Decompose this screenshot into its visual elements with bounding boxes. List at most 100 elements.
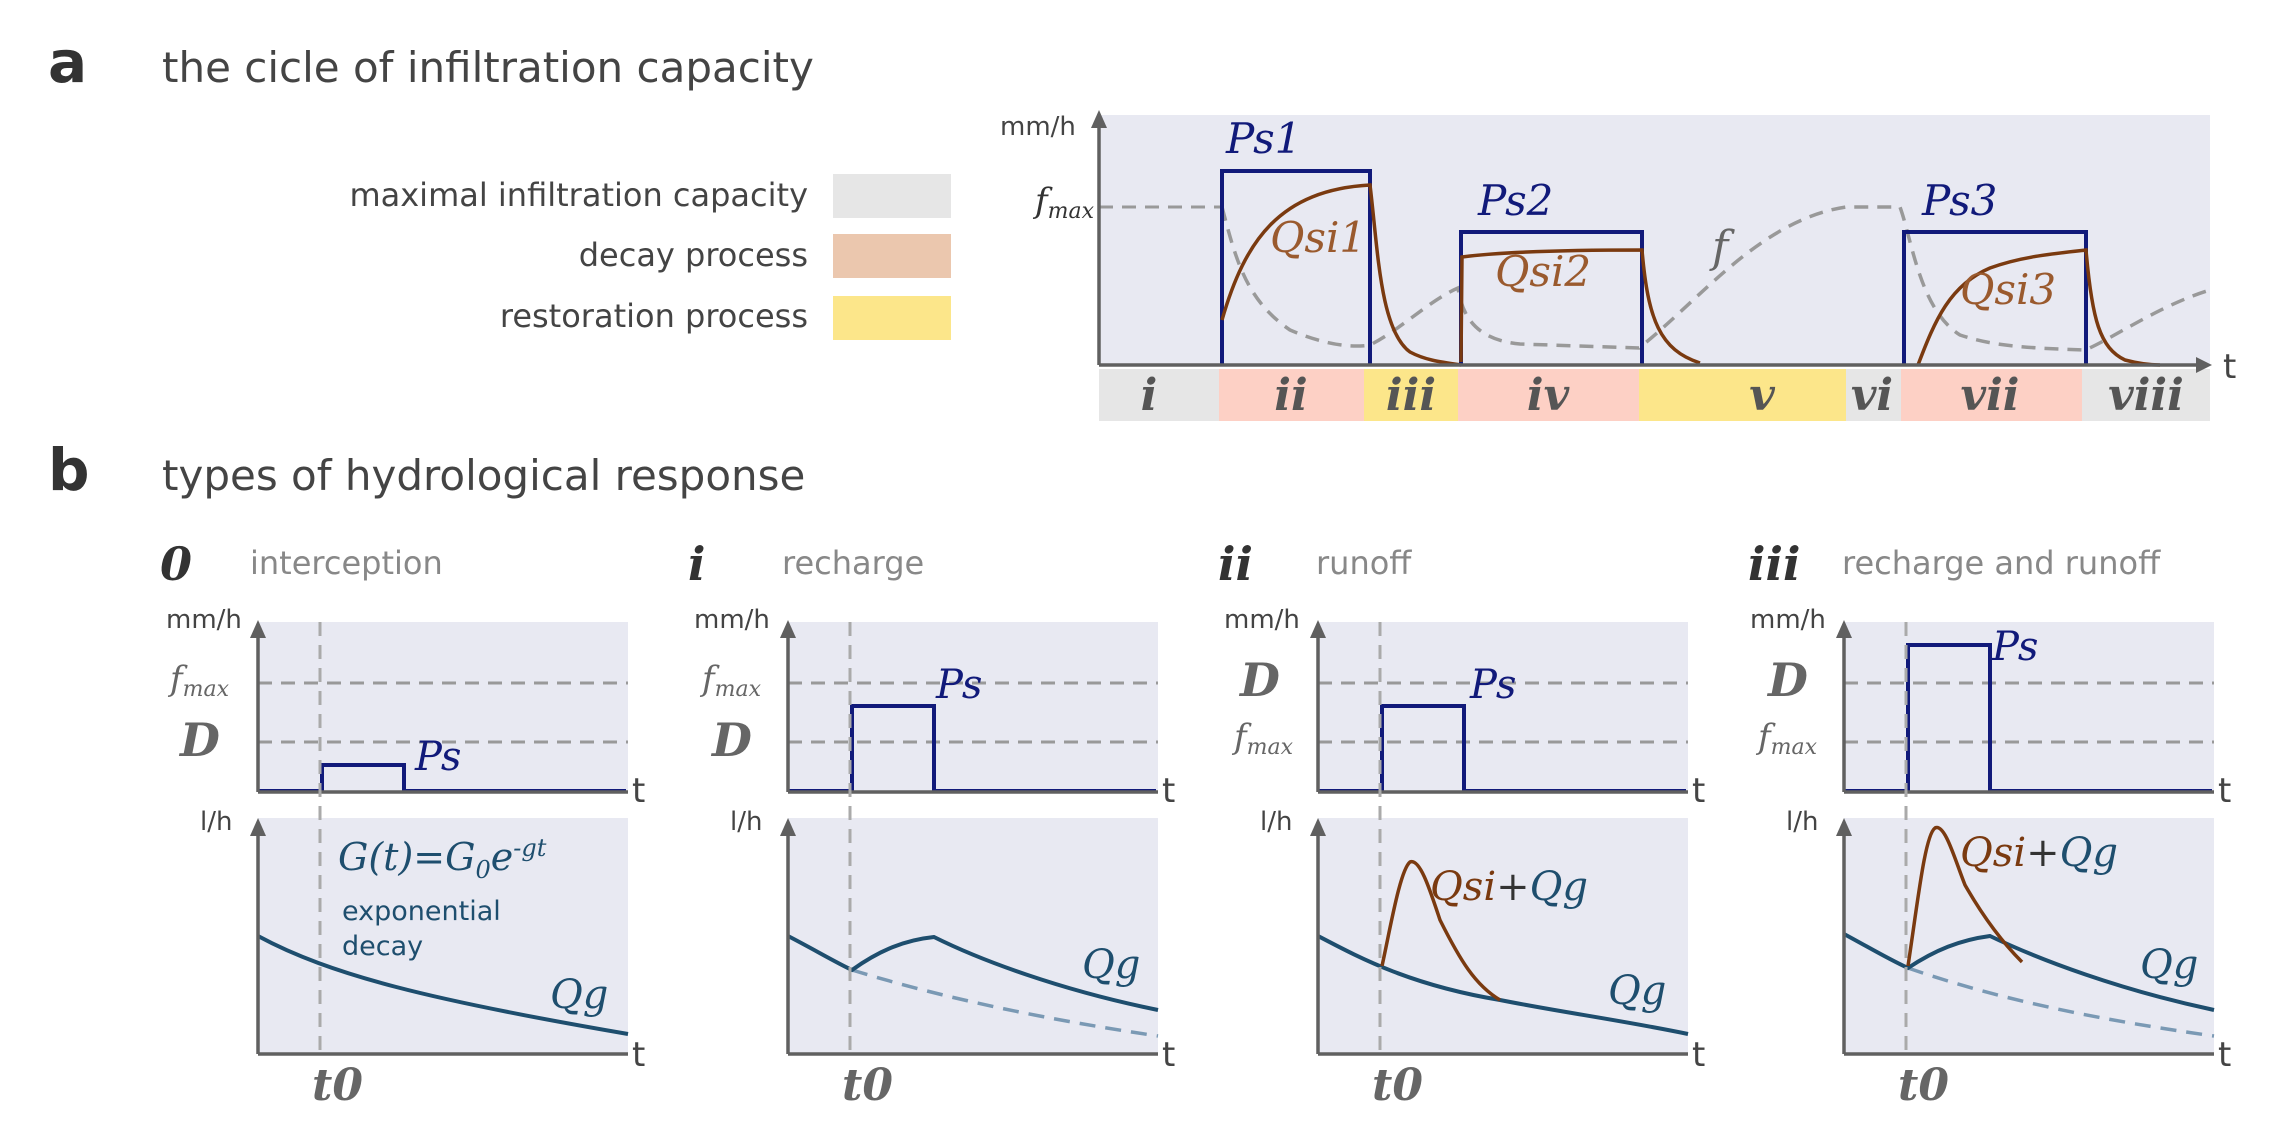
subpanel-i-ps-label: Ps <box>935 662 982 708</box>
subpanel-iii-t0-label: t0 <box>1898 1060 1949 1111</box>
segment-i <box>1099 369 1219 421</box>
legend-label-max: maximal infiltration capacity <box>349 176 808 214</box>
ps1-label: Ps1 <box>1225 114 1301 163</box>
qsi2-label: Qsi2 <box>1495 247 1591 296</box>
subpanel-iii-fmax-label: fmax <box>1755 717 1818 760</box>
ps3-label: Ps3 <box>1921 176 1997 225</box>
qsi2-curve <box>1459 248 1701 365</box>
segment-v <box>1639 369 1846 421</box>
f-capacity-curve <box>1220 205 2211 352</box>
subpanel-ii-ps-label: Ps <box>1469 662 1516 708</box>
segment-label-iv: iv <box>1527 370 1570 421</box>
subpanel-i: i recharge mm/h t fmax D Ps l/h t Qg t0 <box>688 537 1175 1111</box>
segment-vii <box>1901 369 2082 421</box>
subpanel-0-top-unit: mm/h <box>166 605 242 635</box>
legend: maximal infiltration capacity decay proc… <box>349 174 951 340</box>
subpanel-iii-bottom-unit: l/h <box>1786 807 1818 837</box>
subpanel-ii-qsi-qg-label: Qsi+Qg <box>1430 864 1588 910</box>
subpanel-ii-title: runoff <box>1316 544 1412 582</box>
subpanel-0-qg-curve <box>257 934 629 1036</box>
panel-a-x-label: t <box>2223 347 2236 387</box>
segment-vi <box>1846 369 1901 421</box>
panel-b-title: types of hydrological response <box>162 451 805 500</box>
subpanel-i-bottom-y-arrow <box>780 818 796 836</box>
segment-ii <box>1219 369 1364 421</box>
subpanel-iii-title: recharge and runoff <box>1842 544 2161 582</box>
panel-b: b types of hydrological response <box>48 436 805 504</box>
subpanel-ii: ii runoff mm/h t D fmax Ps l/h t Qg Qsi+… <box>1218 537 1705 1111</box>
legend-swatch-decay <box>833 234 951 278</box>
subpanel-iii-D-label: D <box>1766 653 1808 707</box>
subpanel-0-ps-label: Ps <box>414 734 461 780</box>
subpanel-i-fmax-label: fmax <box>699 659 762 702</box>
subpanel-0-bottom-unit: l/h <box>200 807 232 837</box>
segment-label-v: v <box>1749 370 1775 421</box>
ps3-rect <box>1902 230 2088 365</box>
subpanel-i-qg-curve <box>787 934 1159 1012</box>
panel-a-fmax-label: fmax <box>1032 181 1095 224</box>
subpanel-iii-qg-label: Qg <box>2140 942 2198 988</box>
subpanel-iii-top-y-arrow <box>1836 620 1852 638</box>
subpanel-iii-top-x-label: t <box>2218 771 2231 811</box>
segment-iv <box>1458 369 1639 421</box>
subpanel-i-t0-label: t0 <box>842 1060 893 1111</box>
subpanel-iii-qsi-qg-label: Qsi+Qg <box>1960 830 2118 876</box>
subpanel-0-t0-label: t0 <box>312 1060 363 1111</box>
subpanel-ii-D-label: D <box>1238 653 1280 707</box>
subpanel-iii-number: iii <box>1748 537 1800 591</box>
segment-iii <box>1364 369 1458 421</box>
subpanel-i-top-x-label: t <box>1162 771 1175 811</box>
subpanel-iii-qg-curve <box>1843 932 2215 1012</box>
subpanel-ii-fmax-label: fmax <box>1231 717 1294 760</box>
subpanel-i-D-label: D <box>710 713 752 767</box>
subpanel-0-title: interception <box>250 544 443 582</box>
subpanel-iii: iii recharge and runoff mm/h t D fmax Ps… <box>1748 537 2231 1111</box>
subpanel-0-bottom-y-arrow <box>250 818 266 836</box>
segment-label-vi: vi <box>1851 370 1893 421</box>
subpanel-ii-bottom-unit: l/h <box>1260 807 1292 837</box>
subpanel-ii-bottom-plot <box>1318 818 1688 1054</box>
subpanel-0-qg-label: Qg <box>550 972 608 1018</box>
subpanel-iii-qg-baseline <box>1907 966 2215 1038</box>
subpanel-ii-number: ii <box>1218 537 1253 591</box>
panel-a-y-arrow <box>1091 110 1107 128</box>
subpanel-i-qg-baseline <box>851 968 1159 1038</box>
subpanel-0-bottom-x-label: t <box>632 1035 645 1075</box>
subpanel-iii-bottom-y-arrow <box>1836 818 1852 836</box>
subpanel-ii-qg-label: Qg <box>1608 968 1666 1014</box>
subpanel-i-top-y-arrow <box>780 620 796 638</box>
subpanel-iii-qsi-curve <box>1906 826 2024 967</box>
equation: G(t)=G0e-gt <box>338 834 547 884</box>
subpanel-ii-bottom-x-label: t <box>1692 1035 1705 1075</box>
segment-label-ii: ii <box>1274 370 1307 421</box>
segment-viii <box>2082 369 2210 421</box>
subpanel-iii-ps-label: Ps <box>1991 624 2038 670</box>
panel-a-y-unit: mm/h <box>1000 112 1076 142</box>
subpanel-i-bottom-plot <box>788 818 1158 1054</box>
subpanel-0-number: 0 <box>160 537 192 591</box>
subpanel-iii-top-unit: mm/h <box>1750 605 1826 635</box>
subpanel-0: 0 interception mm/h t fmax D Ps l/h t Qg… <box>160 537 645 1111</box>
qsi1-label: Qsi1 <box>1270 213 1366 262</box>
subpanel-ii-top-unit: mm/h <box>1224 605 1300 635</box>
subpanel-ii-qsi-curve <box>1380 860 1501 1002</box>
segment-label-vii: vii <box>1961 370 2020 421</box>
panel-a-letter: a <box>48 28 87 96</box>
subpanel-ii-t0-label: t0 <box>1372 1060 1423 1111</box>
panel-a-x-arrow <box>2196 357 2212 373</box>
subpanel-0-top-x-label: t <box>632 771 645 811</box>
subpanel-0-D-label: D <box>178 713 220 767</box>
subpanel-i-number: i <box>688 537 705 591</box>
subpanel-ii-top-y-arrow <box>1310 620 1326 638</box>
subpanel-i-bottom-x-label: t <box>1162 1035 1175 1075</box>
subpanel-i-top-unit: mm/h <box>694 605 770 635</box>
subpanel-0-top-y-arrow <box>250 620 266 638</box>
qsi3-curve <box>1916 248 2161 367</box>
subpanel-iii-bottom-x-label: t <box>2218 1035 2231 1075</box>
subpanel-i-bottom-unit: l/h <box>730 807 762 837</box>
panel-b-letter: b <box>48 436 90 504</box>
legend-label-restoration: restoration process <box>500 297 808 335</box>
segment-label-iii: iii <box>1386 370 1436 421</box>
ps2-label: Ps2 <box>1477 176 1553 225</box>
